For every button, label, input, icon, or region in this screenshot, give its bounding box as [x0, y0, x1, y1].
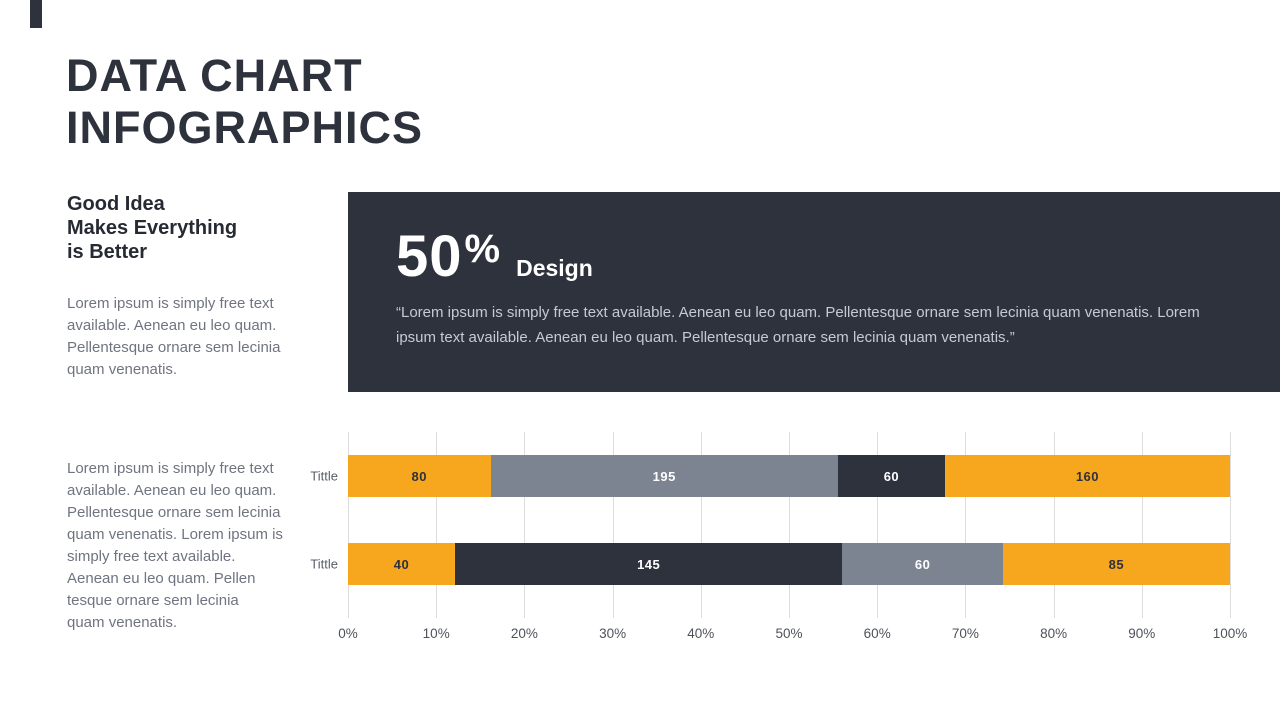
gridline — [612, 432, 614, 618]
axis-tick-label: 90% — [1128, 626, 1156, 641]
bar-row-label: Tittle — [310, 468, 338, 484]
bar-segment: 160 — [944, 455, 1230, 497]
bar-segment: 145 — [454, 543, 843, 585]
bar-segment: 40 — [348, 543, 455, 585]
banner-quote: “Lorem ipsum is simply free text availab… — [396, 304, 1200, 346]
page-title-line-1: DATA CHART — [66, 50, 363, 101]
bar-row-label: Tittle — [310, 556, 338, 572]
bar-segment: 60 — [842, 543, 1003, 585]
axis-tick-label: 60% — [863, 626, 891, 641]
bar-row: Tittle 40 145 60 85 — [310, 543, 1230, 585]
axis-tick-label: 0% — [338, 626, 358, 641]
axis-tick-label: 100% — [1212, 626, 1248, 641]
axis-tick-label: 70% — [951, 626, 979, 641]
stat-label: Design — [516, 255, 593, 281]
axis-tick-label: 50% — [775, 626, 803, 641]
gridline — [524, 432, 526, 618]
top-left-accent-bar — [30, 0, 42, 28]
gridline — [436, 432, 438, 618]
gridline — [1053, 432, 1055, 618]
highlight-banner: 50 % Design “Lorem ipsum is simply free … — [348, 192, 1280, 392]
gridline — [965, 432, 967, 618]
bar-row: Tittle 80 195 60 160 — [310, 455, 1230, 497]
bar-segment: 85 — [1002, 543, 1230, 585]
body-paragraph: Lorem ipsum is simply free text availabl… — [67, 460, 283, 631]
stat-row: 50 % Design — [396, 224, 1266, 289]
page-title: DATA CHART INFOGRAPHICS — [66, 50, 423, 154]
bar-segment: 60 — [837, 455, 945, 497]
gridline — [1141, 432, 1143, 618]
axis-tick-label: 80% — [1040, 626, 1068, 641]
intro-paragraph: Lorem ipsum is simply free text availabl… — [67, 295, 281, 378]
section-heading: Good Idea Makes Everything is Better — [67, 193, 238, 263]
axis-tick-label: 40% — [687, 626, 715, 641]
bar-segment: 195 — [490, 455, 838, 497]
axis-tick-label: 20% — [510, 626, 538, 641]
stacked-bar-chart: 0% 10% 20% 30% 40% 50% 60% 70% 80% 90% 100% Tittle 8… — [310, 432, 1247, 641]
gridline — [877, 432, 879, 618]
stat-value: 50 — [396, 224, 463, 289]
gridline — [348, 432, 349, 618]
gridline — [789, 432, 790, 618]
axis-tick-label: 10% — [422, 626, 450, 641]
axis-tick-label: 30% — [599, 626, 627, 641]
bar-segment: 80 — [348, 455, 491, 497]
gridline — [700, 432, 702, 618]
stat-percent-sign: % — [464, 227, 501, 271]
page-title-line-2: INFOGRAPHICS — [66, 102, 424, 153]
gridline — [1230, 432, 1231, 618]
